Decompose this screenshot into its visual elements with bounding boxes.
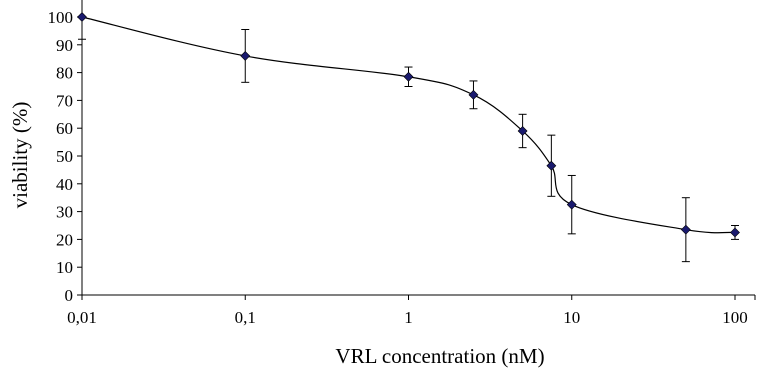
y-tick-label: 50	[56, 147, 73, 166]
y-tick-label: 40	[56, 175, 73, 194]
y-tick-label: 70	[56, 91, 73, 110]
data-point	[680, 224, 691, 235]
y-tick-label: 60	[56, 119, 73, 138]
data-point	[403, 71, 414, 82]
tick-labels: 0 10 20 30 40 50 60 70 80 90 100 0,01 0,1 1 10 100	[48, 8, 748, 327]
x-axis-title: VRL concentration (nM)	[335, 344, 544, 368]
axes	[77, 16, 756, 300]
y-tick-label: 90	[56, 36, 73, 55]
y-tick-label: 100	[48, 8, 74, 27]
x-tick-label: 1	[404, 308, 413, 327]
data-point	[566, 199, 577, 210]
y-tick-label: 20	[56, 230, 73, 249]
data-point	[77, 12, 87, 22]
x-tick-label: 0,01	[67, 308, 97, 327]
y-tick-label: 0	[65, 286, 74, 305]
data-point	[468, 89, 479, 100]
y-axis-title: viability (%)	[8, 102, 32, 209]
y-tick-label: 10	[56, 258, 73, 277]
data-point	[240, 50, 251, 61]
data-point	[546, 160, 557, 171]
data-points	[77, 12, 740, 238]
y-tick-label: 30	[56, 203, 73, 222]
x-tick-label: 100	[722, 308, 748, 327]
data-point	[730, 227, 740, 238]
fitted-curve	[81, 16, 736, 234]
data-point	[517, 126, 528, 136]
x-tick-label: 0,1	[235, 308, 256, 327]
y-tick-label: 80	[56, 64, 73, 83]
fitted-curve-layer	[81, 16, 736, 234]
x-tick-label: 10	[563, 308, 580, 327]
